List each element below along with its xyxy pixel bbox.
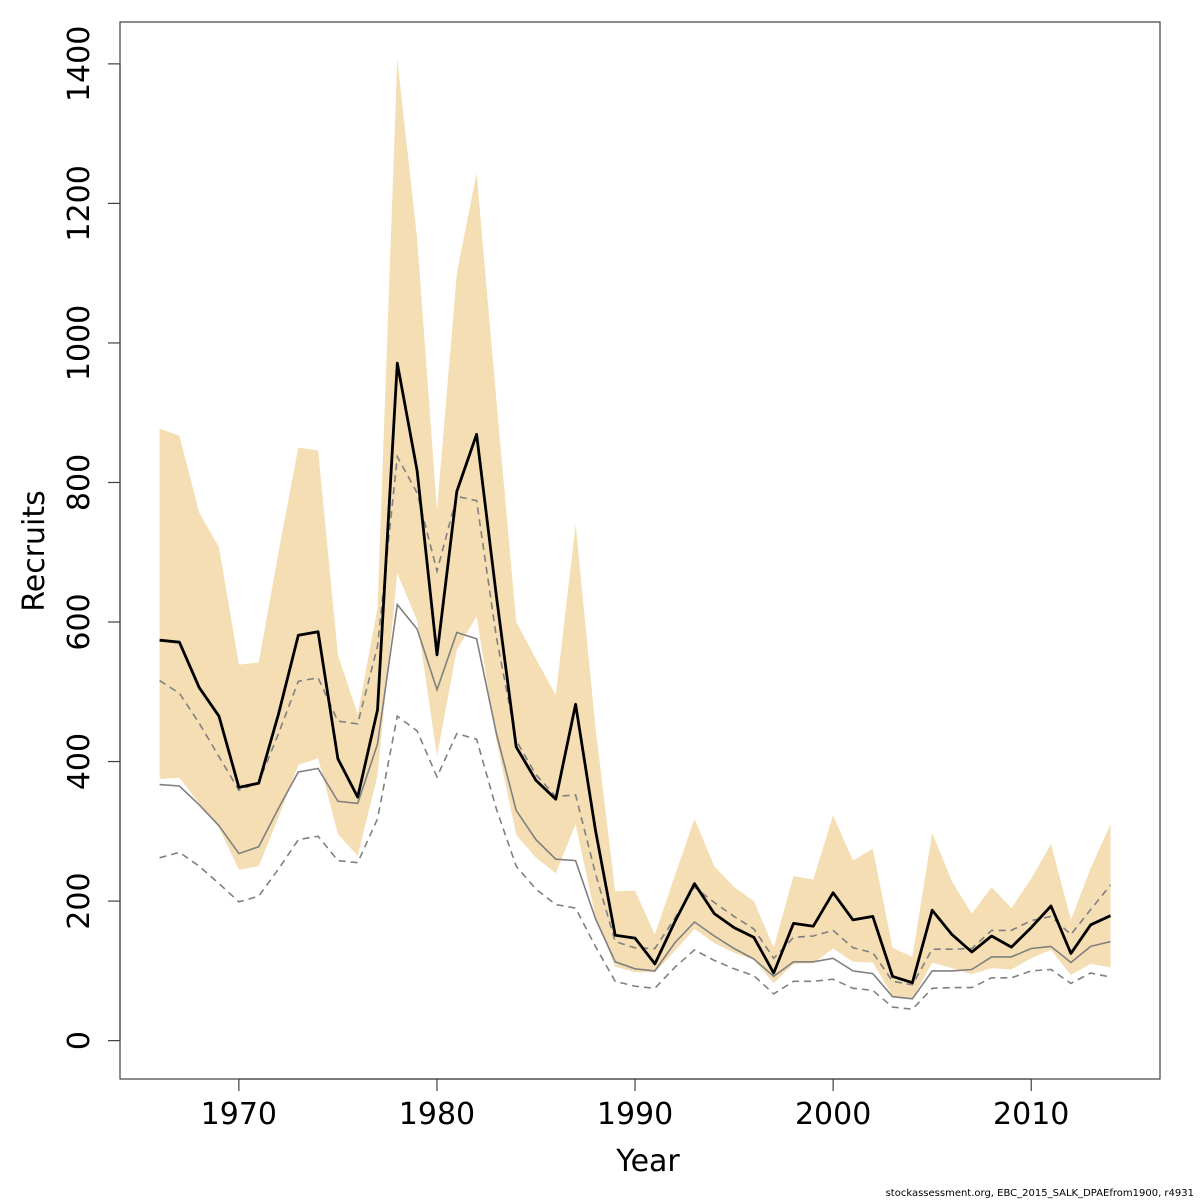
x-tick-label: 2000	[795, 1097, 871, 1132]
axes: 1970 1980 1990 2000 2010 0 200 400 600 800 1000 120…	[62, 26, 1069, 1132]
y-tick-label: 1200	[62, 165, 97, 241]
reference-line-solid	[159, 602, 1111, 1000]
y-tick-label: 1400	[62, 26, 97, 102]
x-tick-label: 1970	[201, 1097, 277, 1132]
y-tick-label: 400	[62, 733, 97, 790]
y-tick-label: 800	[62, 454, 97, 511]
y-tick-label: 1000	[62, 305, 97, 381]
confidence-band	[159, 59, 1111, 999]
plot-area	[159, 59, 1112, 1011]
y-tick-label: 200	[62, 872, 97, 929]
y-axis-title: Recruits	[17, 490, 52, 612]
reference-line-lower-dashed	[159, 714, 1111, 1011]
x-axis-title: Year	[615, 1144, 680, 1179]
x-tick-label: 1990	[597, 1097, 673, 1132]
x-tick-label: 1980	[399, 1097, 475, 1132]
y-tick-label: 0	[62, 1031, 97, 1050]
x-tick-label: 2010	[993, 1097, 1069, 1132]
footer-credit: stockassessment.org, EBC_2015_SALK_DPAEf…	[886, 1188, 1194, 1199]
reference-line-upper-dashed	[159, 454, 1112, 986]
median-line	[159, 361, 1112, 985]
y-tick-label: 600	[62, 593, 97, 650]
